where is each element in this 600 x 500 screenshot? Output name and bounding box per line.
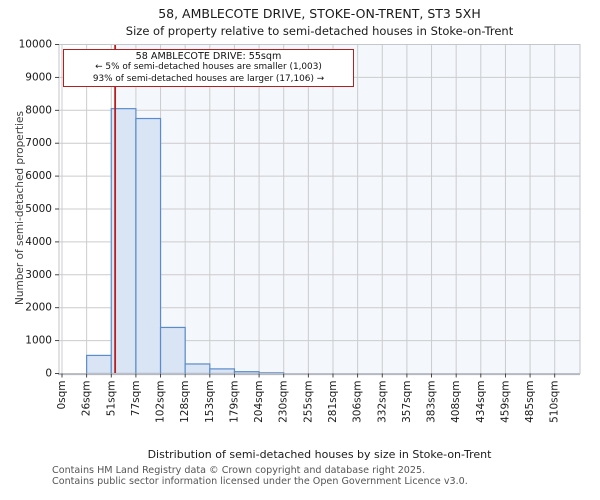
x-tick-label: 102sqm [155, 381, 167, 423]
histogram-bar [135, 117, 162, 375]
x-tick-label: 306sqm [352, 381, 364, 423]
x-tick-label: 255sqm [302, 381, 314, 423]
y-tick-label: 6000 [25, 170, 52, 182]
x-tick-label: 77sqm [130, 381, 142, 417]
y-tick-label: 5000 [25, 203, 52, 215]
x-axis-title: Distribution of semi-detached houses by … [147, 448, 492, 461]
x-tick-label: 0sqm [56, 381, 68, 410]
x-tick-label: 383sqm [426, 381, 438, 423]
chart-subtitle: Size of property relative to semi-detach… [125, 24, 514, 38]
property-annotation-box: 58 AMBLECOTE DRIVE: 55sqm ← 5% of semi-d… [63, 49, 354, 87]
y-tick-label: 2000 [25, 302, 52, 314]
y-axis-title: Number of semi-detached properties [14, 111, 26, 305]
y-tick-label: 1000 [25, 335, 52, 347]
x-tick-label: 510sqm [549, 381, 561, 423]
annotation-property-line: 58 AMBLECOTE DRIVE: 55sqm [135, 50, 282, 62]
histogram-bar [86, 354, 112, 375]
annotation-smaller-line: ← 5% of semi-detached houses are smaller… [95, 62, 322, 73]
x-tick-label: 51sqm [105, 381, 117, 417]
y-tick-label: 7000 [25, 137, 52, 149]
x-tick-label: 153sqm [204, 381, 216, 423]
x-tick-label: 128sqm [179, 381, 191, 423]
footer-line-1: Contains HM Land Registry data © Crown c… [52, 465, 426, 476]
y-tick-label: 3000 [25, 269, 52, 281]
x-tick-label: 281sqm [327, 381, 339, 423]
x-tick-label: 357sqm [401, 381, 413, 423]
histogram-bar [209, 368, 236, 375]
y-tick-label: 0 [45, 368, 52, 380]
x-tick-label: 332sqm [376, 381, 388, 423]
y-tick-label: 4000 [25, 236, 52, 248]
y-tick-label: 10000 [19, 39, 52, 51]
annotation-larger-line: 93% of semi-detached houses are larger (… [92, 73, 325, 84]
x-tick-label: 179sqm [228, 381, 240, 423]
footer-line-2: Contains public sector information licen… [52, 475, 468, 487]
y-tick-label: 9000 [25, 71, 52, 83]
histogram-bar [184, 363, 211, 375]
x-tick-label: 408sqm [450, 381, 462, 423]
x-tick-label: 459sqm [499, 381, 511, 423]
y-tick-label: 8000 [25, 104, 52, 116]
x-tick-label: 485sqm [524, 381, 536, 423]
histogram-bar [159, 326, 186, 375]
x-tick-label: 204sqm [253, 381, 265, 423]
x-tick-label: 26sqm [81, 381, 93, 417]
chart-title: 58, AMBLECOTE DRIVE, STOKE-ON-TRENT, ST3… [158, 6, 481, 21]
x-tick-label: 434sqm [475, 381, 487, 423]
attribution-footer: Contains HM Land Registry data © Crown c… [52, 465, 468, 488]
x-tick-label: 230sqm [278, 381, 290, 423]
